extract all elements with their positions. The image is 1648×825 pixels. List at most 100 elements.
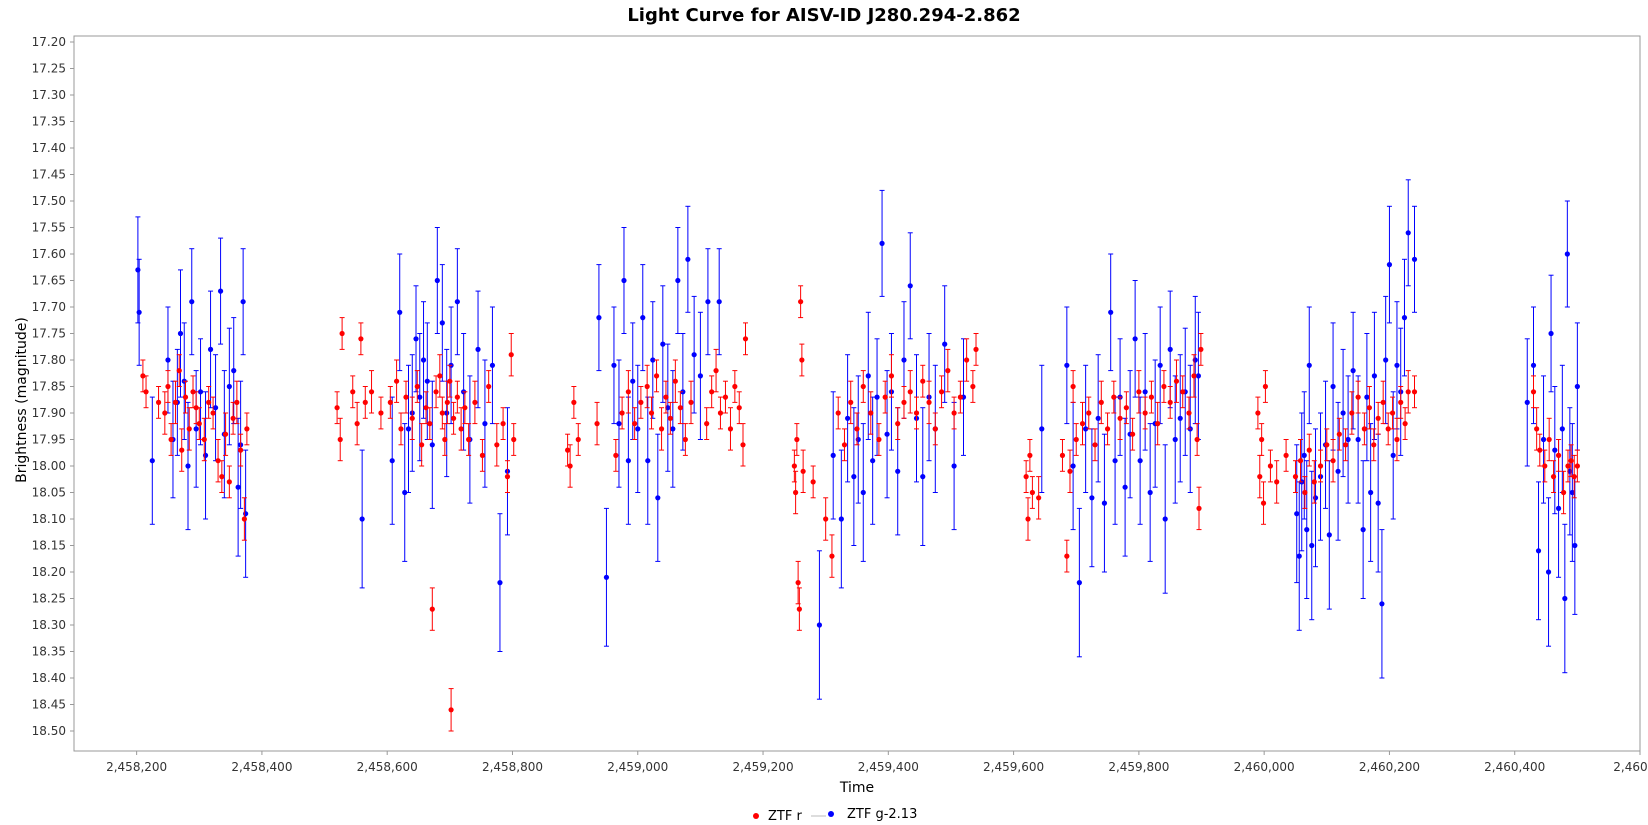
data-point-ztf-r (362, 399, 368, 405)
data-point-ztf-g (596, 315, 602, 321)
data-point-ztf-r (964, 357, 970, 363)
data-point-ztf-g (1540, 436, 1547, 443)
data-point-ztf-r (672, 378, 678, 384)
data-point-ztf-g (865, 373, 871, 379)
data-point-ztf-g (1350, 368, 1356, 374)
data-point-ztf-g (1137, 458, 1143, 464)
legend-label-ztf-g: ZTF g-2.13 (847, 807, 917, 822)
data-point-ztf-g (1122, 484, 1128, 490)
y-tick-label: 17.20 (32, 35, 66, 49)
data-point-ztf-g (1296, 553, 1302, 559)
y-tick-label: 18.05 (32, 486, 66, 500)
data-point-ztf-g (1195, 373, 1201, 379)
data-point-ztf-g (420, 357, 427, 363)
data-point-ztf-r (1375, 415, 1381, 421)
data-point-ztf-r (613, 452, 619, 458)
x-tick-label: 2,458,800 (482, 760, 543, 774)
data-point-ztf-r (682, 436, 688, 443)
data-point-ztf-r (1283, 452, 1289, 458)
y-tick-label: 18.40 (32, 671, 66, 685)
data-point-ztf-g (1548, 330, 1554, 337)
y-tick-label: 17.45 (32, 168, 66, 182)
data-point-ztf-g (1172, 436, 1178, 443)
data-point-ztf-r (1191, 373, 1197, 379)
data-point-ztf-r (1330, 458, 1336, 464)
data-point-ztf-r (398, 426, 404, 432)
data-point-ztf-r (1389, 410, 1396, 416)
data-point-ztf-r (860, 383, 866, 390)
data-point-ztf-g (1340, 410, 1346, 416)
data-point-ztf-g (1555, 505, 1562, 511)
data-point-ztf-r (1259, 436, 1265, 443)
data-point-ztf-r (447, 378, 453, 384)
data-point-ztf-r (230, 415, 236, 421)
data-point-ztf-r (796, 606, 802, 612)
data-point-ztf-g (838, 516, 844, 522)
data-point-ztf-g (1394, 362, 1400, 368)
data-point-ztf-r (888, 373, 895, 379)
data-point-ztf-g (855, 436, 861, 443)
data-point-ztf-r (1130, 431, 1136, 437)
data-point-ztf-r (1079, 421, 1086, 427)
data-point-ztf-g (650, 357, 656, 363)
y-tick-label: 18.30 (32, 618, 66, 632)
data-point-ztf-r (1167, 399, 1173, 405)
x-tick-label: 2,458,200 (106, 760, 167, 774)
data-point-ztf-g (475, 346, 481, 352)
data-point-ztf-r (1385, 426, 1391, 432)
x-axis-label: Time (839, 780, 874, 796)
data-point-ztf-g (454, 299, 460, 305)
data-point-ztf-g (860, 489, 866, 496)
data-point-ztf-r (1180, 389, 1186, 395)
data-point-ztf-r (1366, 405, 1372, 411)
data-point-ztf-r (442, 436, 448, 443)
data-point-ztf-r (663, 394, 669, 400)
data-point-ztf-g (665, 405, 671, 411)
data-point-ztf-r (244, 426, 250, 432)
data-point-ztf-g (439, 320, 445, 326)
data-point-ztf-r (354, 421, 360, 427)
data-point-ztf-g (716, 299, 722, 305)
data-point-ztf-r (736, 405, 742, 411)
data-point-ztf-r (186, 426, 192, 432)
data-point-ztf-g (189, 299, 195, 305)
data-point-ztf-r (494, 442, 500, 448)
data-point-ztf-r (1355, 394, 1361, 400)
data-point-ztf-g (884, 431, 890, 437)
data-point-ztf-g (1368, 489, 1374, 496)
data-point-ztf-g (951, 463, 957, 469)
data-point-ztf-r (1546, 436, 1552, 443)
data-point-ztf-r (1560, 489, 1567, 496)
y-axis-label: Brightness (magnitude) (14, 317, 30, 483)
data-point-ztf-r (403, 394, 409, 400)
data-point-ztf-r (1574, 463, 1580, 469)
data-point-ztf-g (1535, 548, 1542, 554)
data-point-ztf-r (848, 399, 854, 405)
data-point-ztf-g (1545, 569, 1552, 575)
data-point-ztf-r (378, 410, 384, 416)
data-point-ztf-g (621, 277, 627, 284)
data-point-ztf-r (1098, 399, 1104, 405)
x-tick-label: 2,460,200 (1359, 760, 1420, 774)
data-point-ztf-r (619, 410, 625, 416)
data-point-ztf-r (450, 415, 457, 421)
data-point-ztf-r (409, 415, 415, 421)
data-point-ztf-r (1064, 553, 1070, 559)
data-point-ztf-r (1565, 463, 1571, 469)
data-point-ztf-g (1574, 383, 1580, 390)
data-point-ztf-r (829, 553, 835, 559)
data-point-ztf-r (970, 383, 976, 390)
data-point-ztf-r (688, 399, 694, 405)
data-point-ztf-g (177, 330, 184, 337)
data-point-ztf-r (938, 389, 945, 395)
data-point-ztf-r (644, 383, 650, 390)
data-point-ztf-g (149, 458, 155, 464)
data-point-ztf-g (1383, 357, 1389, 363)
data-point-ztf-g (1572, 542, 1578, 549)
y-tick-label: 17.30 (32, 88, 66, 102)
data-point-ztf-g (603, 574, 610, 580)
data-point-ztf-g (1039, 426, 1045, 432)
data-point-ztf-r (932, 426, 938, 432)
data-point-ztf-g (413, 336, 419, 342)
y-tick-label: 17.50 (32, 194, 66, 208)
